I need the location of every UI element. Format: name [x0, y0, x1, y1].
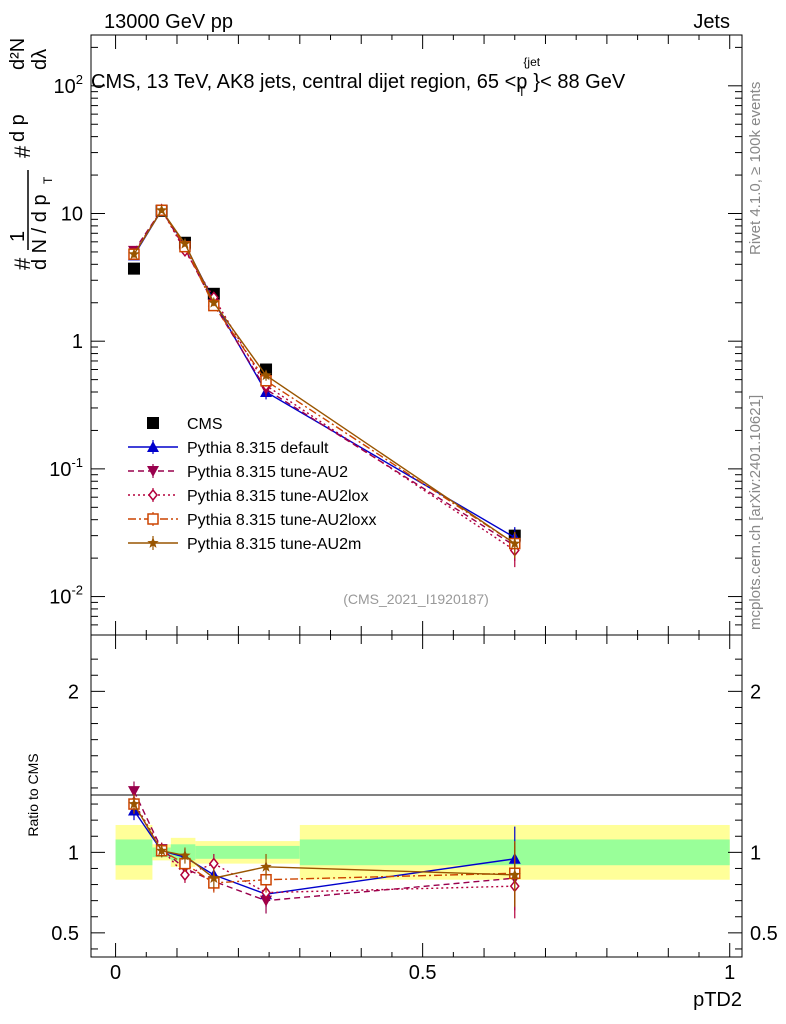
legend-label-au2lox: Pythia 8.315 tune-AU2lox — [187, 488, 368, 505]
point-au2m — [155, 204, 168, 216]
ratio-series-au2m — [128, 794, 521, 908]
ratio-line-au2lox — [133, 802, 515, 894]
series-au2m — [128, 204, 521, 559]
y-tick-label: 102 — [54, 72, 83, 98]
ratio-point-au2lox — [180, 868, 190, 882]
ratio-point-au2m — [128, 798, 140, 809]
ylabel-t-sub: T — [41, 176, 55, 184]
legend: CMS Pythia 8.315 default Pythia 8.315 tune… — [128, 416, 376, 553]
legend-marker-default — [147, 441, 159, 452]
ylabel-hash-2: # — [10, 145, 35, 158]
ratio-point-au2m — [260, 860, 272, 872]
x-tick-label: 0.5 — [409, 962, 437, 984]
point-cms — [127, 262, 140, 275]
legend-label-cms: CMS — [187, 416, 223, 433]
plot-title-suffix: }< 88 GeV — [533, 71, 625, 93]
ratio-panel-series — [127, 781, 521, 919]
plot-title-p: p — [516, 71, 527, 93]
legend-marker-au2loxx — [147, 513, 159, 525]
main-panel-series — [127, 203, 521, 568]
mcplots-label: mcplots.cern.ch [arXiv:2401.10621] — [747, 395, 764, 630]
legend-marker-au2lox — [148, 488, 158, 502]
point-au2m — [509, 537, 521, 549]
plot-title: CMS, 13 TeV, AK8 jets, central dijet reg… — [91, 55, 626, 99]
ratio-ylabel: Ratio to CMS — [25, 753, 41, 836]
analysis-watermark: (CMS_2021_I1920187) — [343, 591, 489, 607]
ylabel-dlambda: dλ — [29, 49, 51, 70]
main-ylabel: # 1 d N / d p T # d p d²N dλ — [7, 38, 55, 270]
ratio-plot-frame — [90, 634, 743, 958]
legend-label-au2loxx: Pythia 8.315 tune-AU2loxx — [187, 512, 376, 529]
y-tick-label: 10 — [61, 203, 83, 225]
ratio-line-au2loxx — [133, 803, 515, 884]
ratio-line-au2 — [133, 790, 515, 902]
ylabel-dpt: d p — [7, 114, 29, 142]
ratio-y-tick-label-right: 0.5 — [750, 923, 778, 945]
plot-title-sub: T — [518, 85, 526, 99]
legend-marker-au2m — [147, 537, 159, 548]
ratio-band-inner-3 — [195, 845, 300, 859]
y-tick-label: 1 — [72, 331, 83, 353]
ratio-band-inner-2 — [170, 844, 196, 861]
header-right-label: Jets — [693, 11, 730, 33]
y-tick-label: 10-2 — [49, 583, 83, 609]
x-tick-label: 0 — [110, 962, 121, 984]
point-au2m — [208, 296, 220, 308]
x-axis-label: pTD2 — [693, 989, 742, 1011]
ratio-point-au2m — [155, 844, 168, 856]
series-line-au2m — [133, 209, 516, 545]
ratio-band-inner-0 — [115, 839, 153, 866]
ylabel-one: 1 — [7, 231, 29, 242]
ratio-point-au2 — [127, 786, 140, 798]
ratio-point-au2m — [179, 849, 191, 861]
ratio-y-tick-label-right: 2 — [750, 681, 761, 703]
ratio-y-tick-label: 1 — [68, 842, 79, 864]
point-au2m — [260, 369, 272, 381]
ylabel-d2n: d²N — [7, 38, 29, 70]
ratio-line-au2m — [133, 803, 515, 879]
axis-ticks: 0 0.5 1 10-2 10-1 1 10 102 0.5 0.5 1 1 2 2 — [49, 35, 778, 984]
ratio-point-au2m — [509, 868, 521, 880]
header-left-label: 13000 GeV pp — [104, 11, 233, 33]
x-tick-label: 1 — [724, 962, 735, 984]
legend-marker-cms — [147, 417, 159, 429]
ratio-y-tick-label: 0.5 — [51, 923, 79, 945]
plot-title-prefix: CMS, 13 TeV, AK8 jets, central dijet reg… — [91, 71, 516, 93]
ylabel-hash: # — [10, 257, 35, 270]
rivet-label: Rivet 4.1.0, ≥ 100k events — [747, 82, 764, 255]
ratio-point-au2m — [208, 872, 220, 883]
ratio-y-tick-label-right: 1 — [750, 842, 761, 864]
y-tick-label: 10-1 — [49, 455, 83, 481]
series-au2loxx — [128, 204, 521, 559]
point-au2m — [179, 237, 191, 249]
legend-label-default: Pythia 8.315 default — [187, 440, 329, 457]
legend-label-au2m: Pythia 8.315 tune-AU2m — [187, 536, 361, 553]
legend-marker-au2 — [147, 466, 159, 477]
ratio-y-tick-label: 2 — [68, 681, 79, 703]
plot-title-sup: {jet — [523, 55, 540, 69]
point-au2m — [128, 248, 140, 260]
ylabel-dn-dpt: d N / d p — [29, 194, 51, 270]
legend-label-au2: Pythia 8.315 tune-AU2 — [187, 464, 348, 481]
